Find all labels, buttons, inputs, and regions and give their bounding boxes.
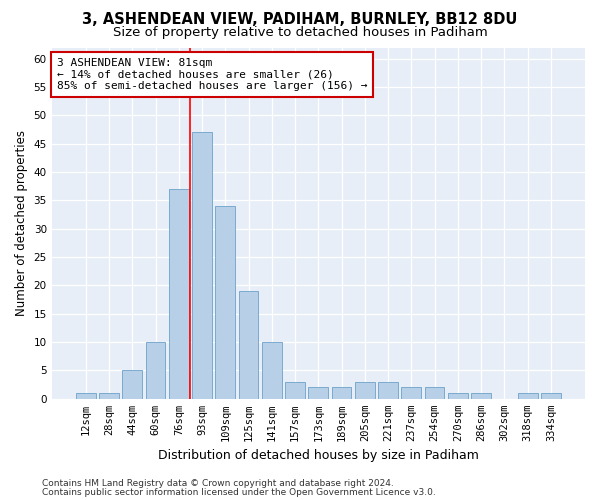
- Text: 3, ASHENDEAN VIEW, PADIHAM, BURNLEY, BB12 8DU: 3, ASHENDEAN VIEW, PADIHAM, BURNLEY, BB1…: [82, 12, 518, 28]
- Text: Contains public sector information licensed under the Open Government Licence v3: Contains public sector information licen…: [42, 488, 436, 497]
- Bar: [401, 388, 421, 399]
- Bar: [122, 370, 142, 399]
- Y-axis label: Number of detached properties: Number of detached properties: [15, 130, 28, 316]
- X-axis label: Distribution of detached houses by size in Padiham: Distribution of detached houses by size …: [158, 450, 479, 462]
- Bar: [169, 189, 188, 399]
- Text: 3 ASHENDEAN VIEW: 81sqm
← 14% of detached houses are smaller (26)
85% of semi-de: 3 ASHENDEAN VIEW: 81sqm ← 14% of detache…: [57, 58, 367, 91]
- Bar: [448, 393, 468, 399]
- Bar: [192, 132, 212, 399]
- Bar: [332, 388, 352, 399]
- Bar: [99, 393, 119, 399]
- Bar: [378, 382, 398, 399]
- Bar: [518, 393, 538, 399]
- Bar: [215, 206, 235, 399]
- Bar: [146, 342, 166, 399]
- Bar: [285, 382, 305, 399]
- Bar: [355, 382, 375, 399]
- Bar: [262, 342, 282, 399]
- Bar: [239, 291, 259, 399]
- Bar: [471, 393, 491, 399]
- Bar: [425, 388, 445, 399]
- Text: Contains HM Land Registry data © Crown copyright and database right 2024.: Contains HM Land Registry data © Crown c…: [42, 479, 394, 488]
- Bar: [541, 393, 561, 399]
- Text: Size of property relative to detached houses in Padiham: Size of property relative to detached ho…: [113, 26, 487, 39]
- Bar: [308, 388, 328, 399]
- Bar: [76, 393, 95, 399]
